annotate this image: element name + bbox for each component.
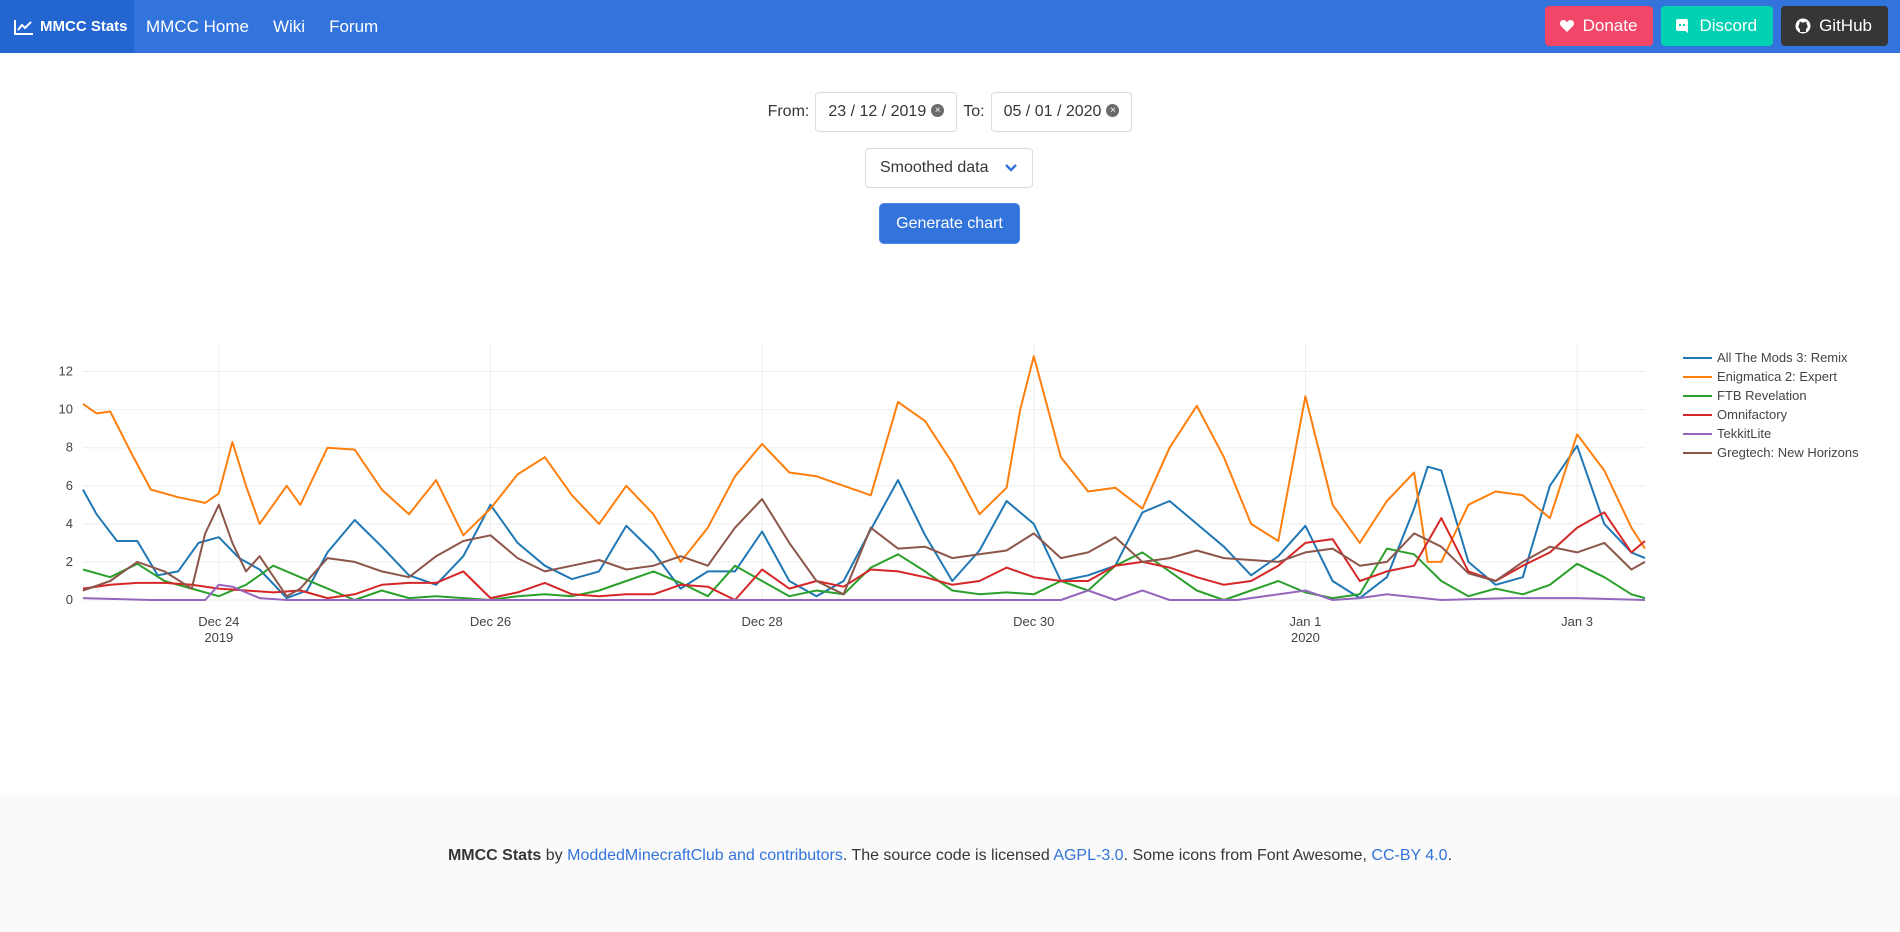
footer-brand: MMCC Stats — [447, 847, 542, 864]
brand-link[interactable]: MMCC Stats — [0, 0, 134, 53]
data-mode-select[interactable]: Smoothed data — [865, 148, 1033, 188]
github-label: GitHub — [1819, 16, 1872, 35]
x-tick-label: Dec 28 — [742, 614, 783, 629]
heart-icon — [1559, 18, 1575, 34]
x-tick-sublabel: 2020 — [1291, 630, 1320, 645]
footer-icons-link[interactable]: CC-BY 4.0 — [1371, 847, 1448, 864]
series-line-5 — [82, 498, 1646, 598]
x-tick-sublabel: 2019 — [204, 630, 233, 645]
y-tick-label: 8 — [66, 440, 73, 455]
to-date-value: 05 / 01 / 2020 — [1003, 103, 1102, 120]
series-line-3 — [82, 511, 1646, 601]
chart-line-icon — [14, 19, 34, 35]
from-date-value: 23 / 12 / 2019 — [828, 103, 927, 120]
x-tick-label: Jan 1 — [1290, 614, 1322, 629]
footer-author-link[interactable]: ModdedMinecraftClub and contributors — [567, 847, 843, 864]
legend-label: All The Mods 3: Remix — [1717, 350, 1848, 365]
footer: MMCC Stats by ModdedMinecraftClub and co… — [0, 795, 1900, 932]
discord-button[interactable]: Discord — [1661, 6, 1774, 46]
date-range-form: From: 23 / 12 / 2019 × To: 05 / 01 / 202… — [0, 92, 1900, 132]
y-tick-label: 12 — [59, 364, 73, 379]
x-tick-label: Jan 3 — [1561, 614, 1593, 629]
navbar: MMCC Stats MMCC Home Wiki Forum Donate D… — [0, 0, 1900, 53]
legend-label: TekkitLite — [1717, 426, 1771, 441]
nav-link-mmcc-home[interactable]: MMCC Home — [146, 16, 249, 36]
y-tick-label: 4 — [66, 516, 73, 531]
data-mode-value: Smoothed data — [880, 159, 989, 176]
nav-buttons: Donate Discord GitHub — [1544, 6, 1888, 46]
generate-chart-button[interactable]: Generate chart — [880, 204, 1019, 243]
discord-label: Discord — [1699, 16, 1758, 35]
x-tick-label: Dec 24 — [198, 614, 239, 629]
donate-label: Donate — [1582, 16, 1638, 35]
clear-from-icon[interactable]: × — [931, 103, 945, 117]
series-line-4 — [82, 583, 1646, 601]
github-icon — [1795, 18, 1811, 34]
footer-end: . — [1447, 847, 1453, 864]
discord-icon — [1675, 18, 1691, 34]
series-line-1 — [82, 355, 1646, 563]
donate-button[interactable]: Donate — [1544, 6, 1654, 46]
series-line-0 — [82, 444, 1646, 600]
from-label: From: — [767, 103, 810, 120]
to-label: To: — [963, 103, 985, 120]
line-chart: 0 2 4 6 8 10 12 Dec 24 2019 Dec 26 Dec 28 Dec 30 Jan… — [0, 330, 1900, 660]
to-date-input[interactable]: 05 / 01 / 2020 × — [990, 92, 1133, 132]
chevron-down-icon — [1005, 164, 1017, 172]
from-date-input[interactable]: 23 / 12 / 2019 × — [815, 92, 958, 132]
legend-label: Gregtech: New Horizons — [1717, 445, 1859, 460]
y-tick-label: 10 — [59, 402, 73, 417]
brand-label: MMCC Stats — [40, 18, 128, 35]
nav-link-forum[interactable]: Forum — [329, 16, 379, 36]
x-tick-label: Dec 30 — [1013, 614, 1054, 629]
legend-label: FTB Revelation — [1717, 388, 1807, 403]
y-tick-label: 6 — [66, 478, 73, 493]
y-tick-label: 0 — [66, 592, 73, 607]
footer-license-text: . The source code is licensed — [842, 847, 1054, 864]
github-button[interactable]: GitHub — [1781, 6, 1888, 46]
y-tick-label: 2 — [66, 554, 73, 569]
footer-icons-text: . Some icons from Font Awesome, — [1123, 847, 1372, 864]
nav-link-wiki[interactable]: Wiki — [272, 16, 306, 36]
x-tick-label: Dec 26 — [470, 614, 511, 629]
footer-text: MMCC Stats by ModdedMinecraftClub and co… — [0, 847, 1900, 865]
legend-label: Omnifactory — [1717, 407, 1788, 422]
clear-to-icon[interactable]: × — [1106, 103, 1120, 117]
footer-license-link[interactable]: AGPL-3.0 — [1053, 847, 1124, 864]
legend-label: Enigmatica 2: Expert — [1717, 369, 1837, 384]
footer-by: by — [541, 847, 568, 864]
